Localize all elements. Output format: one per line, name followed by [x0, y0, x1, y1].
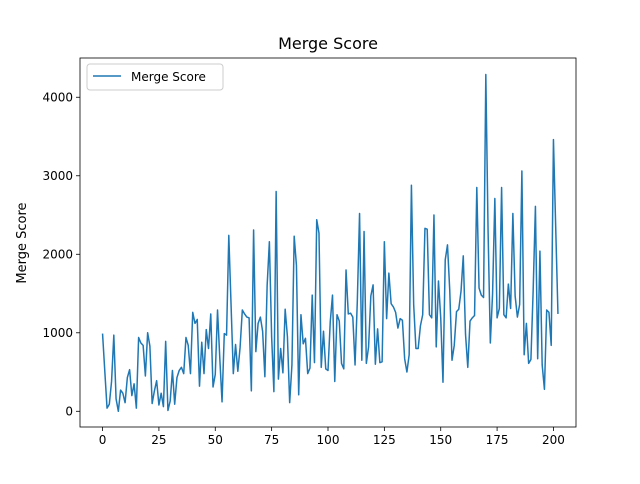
series-line-0	[101, 73, 559, 413]
x-tick-label: 150	[429, 433, 452, 447]
x-tick-label: 25	[151, 433, 166, 447]
x-tick-label: 100	[317, 433, 340, 447]
x-tick-label: 75	[264, 433, 279, 447]
x-tick-label: 0	[99, 433, 107, 447]
x-tick-label: 175	[486, 433, 509, 447]
y-axis-label: Merge Score	[15, 202, 30, 283]
legend: Merge Score	[86, 63, 224, 91]
legend-box	[86, 63, 224, 91]
y-tick-label: 3000	[42, 169, 73, 183]
y-tick-label: 1000	[42, 326, 73, 340]
y-tick-label: 4000	[42, 90, 73, 104]
x-tick-label: 125	[373, 433, 396, 447]
chart-title: Merge Score	[278, 34, 378, 53]
legend-label: Merge Score	[131, 70, 206, 84]
y-tick-label: 0	[65, 404, 73, 418]
y-tick-label: 2000	[42, 247, 73, 261]
x-tick-label: 200	[542, 433, 565, 447]
x-tick-label: 50	[208, 433, 223, 447]
